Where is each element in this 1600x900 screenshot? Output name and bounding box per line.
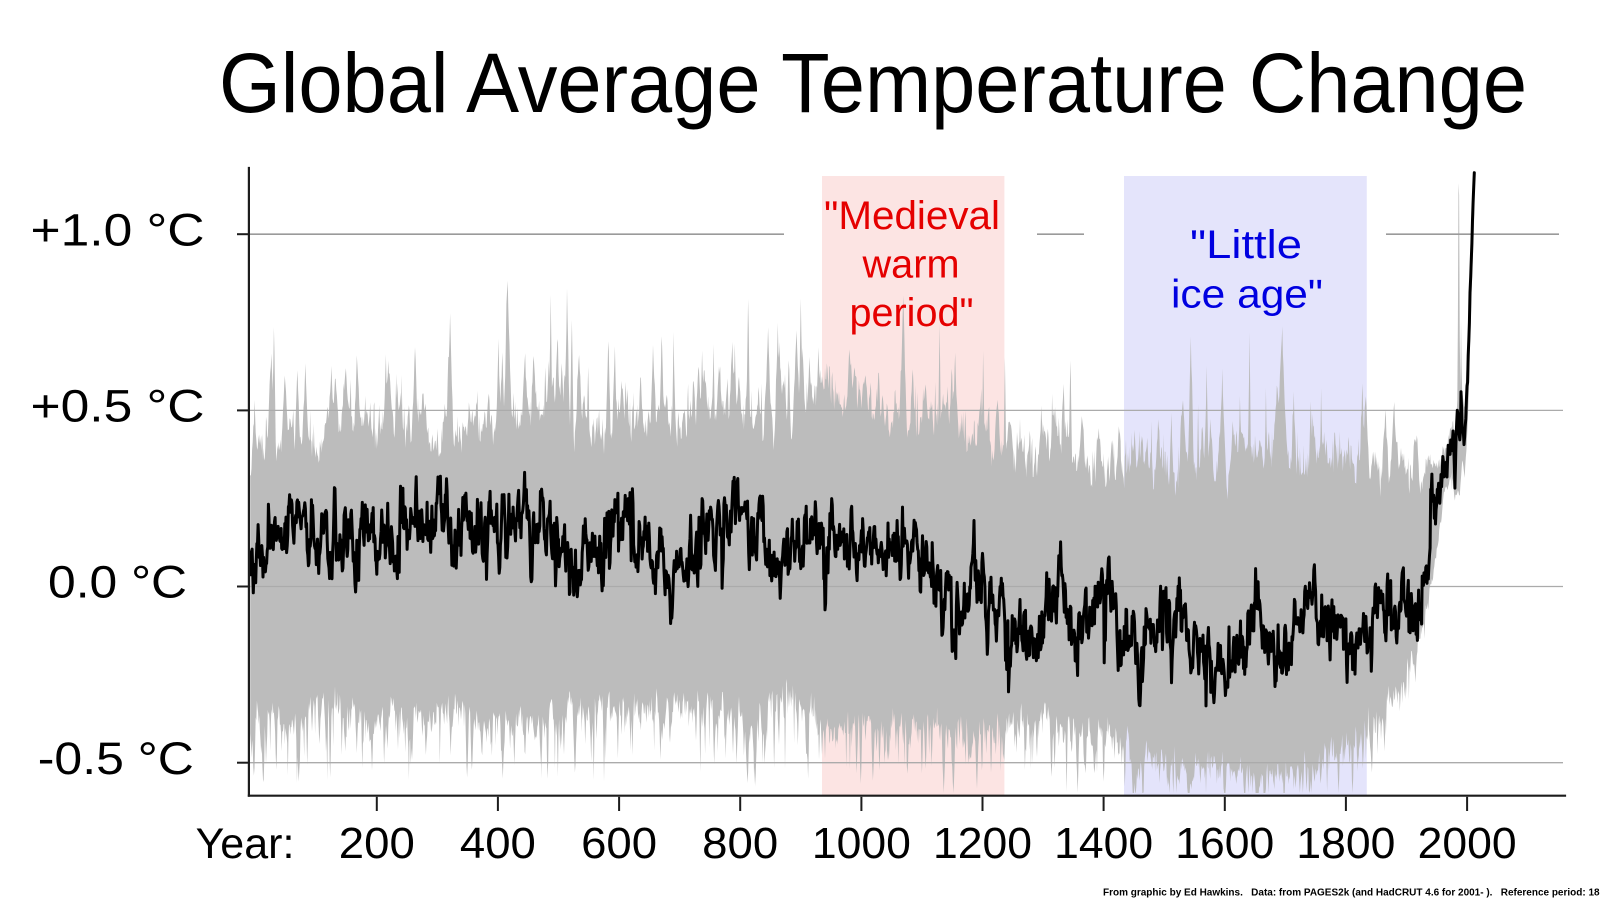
svg-text:Global Average Temperature Cha: Global Average Temperature Change: [219, 36, 1527, 130]
svg-text:2000: 2000: [1418, 819, 1517, 868]
svg-text:"Medieval: "Medieval: [824, 194, 1000, 238]
svg-text:+1.0 °C: +1.0 °C: [31, 205, 205, 256]
svg-text:Year:: Year:: [196, 820, 295, 868]
svg-text:800: 800: [702, 819, 778, 868]
svg-text:warm: warm: [862, 242, 960, 286]
svg-text:1600: 1600: [1175, 819, 1274, 868]
svg-text:1000: 1000: [812, 819, 911, 868]
svg-text:1800: 1800: [1296, 819, 1395, 868]
svg-text:ice age": ice age": [1171, 273, 1323, 317]
svg-text:0.0 °C: 0.0 °C: [48, 557, 187, 608]
svg-text:200: 200: [339, 819, 415, 868]
svg-text:600: 600: [581, 819, 657, 868]
svg-text:+0.5 °C: +0.5 °C: [31, 381, 205, 432]
svg-text:"Little: "Little: [1190, 223, 1302, 267]
svg-text:period": period": [850, 291, 974, 335]
svg-text:400: 400: [460, 819, 536, 868]
svg-text:1400: 1400: [1054, 819, 1153, 868]
svg-text:-0.5 °C: -0.5 °C: [38, 733, 194, 784]
svg-text:1200: 1200: [933, 819, 1032, 868]
svg-text:From graphic by Ed Hawkins.: From graphic by Ed Hawkins. Data: from P…: [1103, 888, 1600, 899]
